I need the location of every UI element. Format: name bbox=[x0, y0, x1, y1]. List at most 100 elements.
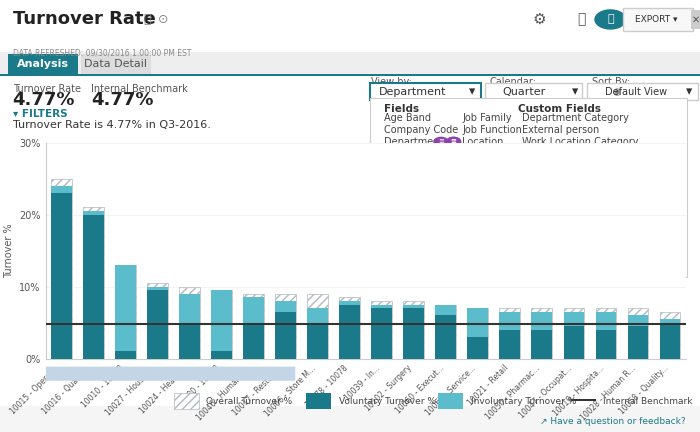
Bar bbox=[211, 351, 232, 359]
Text: Sort By:: Sort By: bbox=[592, 77, 629, 87]
Circle shape bbox=[395, 174, 409, 182]
Text: Fields: Fields bbox=[384, 104, 419, 114]
Bar bbox=[372, 301, 392, 359]
Bar bbox=[531, 330, 552, 359]
Text: Turnover Rate is 4.77% in Q3-2016.: Turnover Rate is 4.77% in Q3-2016. bbox=[13, 120, 211, 130]
FancyBboxPatch shape bbox=[691, 10, 700, 29]
Bar bbox=[596, 308, 616, 359]
Bar bbox=[275, 301, 296, 312]
Text: Off: Off bbox=[672, 123, 683, 131]
Text: 4.77%: 4.77% bbox=[13, 91, 75, 109]
Text: Quarter: Quarter bbox=[502, 86, 545, 97]
Text: Calendar:: Calendar: bbox=[490, 77, 537, 87]
FancyBboxPatch shape bbox=[0, 0, 700, 58]
FancyBboxPatch shape bbox=[306, 393, 331, 409]
Text: Department: Department bbox=[379, 86, 447, 97]
Y-axis label: Turnover %: Turnover % bbox=[4, 223, 13, 278]
Bar bbox=[83, 211, 104, 215]
Text: Job Function: Job Function bbox=[462, 124, 522, 135]
Text: Fields with ADP Benchmark enabled: Fields with ADP Benchmark enabled bbox=[391, 269, 567, 280]
Bar bbox=[371, 268, 686, 269]
Text: Internal Benchmark: Internal Benchmark bbox=[91, 83, 188, 94]
Text: ✕: ✕ bbox=[692, 14, 699, 25]
Text: ≡: ≡ bbox=[451, 139, 456, 145]
Text: Department: Department bbox=[384, 137, 443, 147]
Text: 4.77%: 4.77% bbox=[91, 91, 153, 109]
Text: Data Detail: Data Detail bbox=[84, 59, 147, 69]
FancyBboxPatch shape bbox=[615, 121, 687, 133]
Bar bbox=[83, 207, 104, 359]
Bar bbox=[564, 308, 584, 359]
Bar bbox=[83, 215, 104, 359]
Bar bbox=[275, 294, 296, 359]
Bar bbox=[403, 308, 424, 359]
Text: Custom Fields: Custom Fields bbox=[518, 104, 601, 114]
Bar bbox=[564, 326, 584, 359]
FancyBboxPatch shape bbox=[8, 54, 78, 74]
Text: DATA REFRESHED: 09/30/2016 1:00:00 PM EST: DATA REFRESHED: 09/30/2016 1:00:00 PM ES… bbox=[13, 48, 191, 57]
Bar bbox=[0, 52, 700, 76]
Text: Performance ...: Performance ... bbox=[462, 149, 536, 159]
Text: Involuntary Turnover %: Involuntary Turnover % bbox=[471, 397, 576, 406]
Bar bbox=[340, 297, 360, 359]
Bar bbox=[244, 323, 264, 359]
Bar bbox=[340, 305, 360, 359]
Bar bbox=[51, 186, 72, 193]
Bar bbox=[147, 286, 168, 290]
Text: Voluntary Turnover %: Voluntary Turnover % bbox=[339, 397, 435, 406]
Text: Time: Time bbox=[462, 173, 486, 183]
Bar bbox=[372, 305, 392, 308]
FancyBboxPatch shape bbox=[623, 8, 693, 31]
Text: ▾ FILTERS: ▾ FILTERS bbox=[13, 109, 67, 120]
Text: Work Location Category: Work Location Category bbox=[522, 137, 638, 147]
Bar bbox=[0, 74, 700, 76]
FancyBboxPatch shape bbox=[438, 393, 463, 409]
Bar bbox=[179, 286, 200, 359]
Text: ≡: ≡ bbox=[451, 139, 456, 145]
Bar bbox=[116, 265, 136, 359]
Text: ⊙: ⊙ bbox=[158, 13, 168, 26]
Text: Job: Job bbox=[384, 173, 398, 183]
Bar bbox=[659, 323, 680, 359]
FancyBboxPatch shape bbox=[485, 83, 582, 100]
Bar bbox=[51, 178, 72, 359]
Bar bbox=[435, 305, 456, 359]
Text: Turnover Rate: Turnover Rate bbox=[13, 10, 155, 29]
Text: ▾: ▾ bbox=[470, 85, 475, 98]
Text: Analysis: Analysis bbox=[18, 59, 69, 69]
Bar bbox=[0, 76, 700, 406]
Text: ≡: ≡ bbox=[451, 175, 456, 181]
Text: ▾: ▾ bbox=[573, 85, 578, 98]
Text: ↗ Have a question or feedback?: ↗ Have a question or feedback? bbox=[540, 417, 686, 426]
Text: ▾: ▾ bbox=[686, 85, 692, 98]
Text: Location: Location bbox=[462, 137, 503, 147]
Text: Internal Benchmark: Internal Benchmark bbox=[603, 397, 693, 406]
Text: ≡: ≡ bbox=[400, 175, 405, 181]
Bar bbox=[372, 308, 392, 359]
Text: Overall Turnover %: Overall Turnover % bbox=[206, 397, 293, 406]
Bar bbox=[147, 290, 168, 359]
Text: ≡: ≡ bbox=[438, 139, 444, 145]
Bar bbox=[596, 312, 616, 330]
Bar bbox=[628, 308, 648, 359]
Bar bbox=[570, 399, 596, 401]
Bar bbox=[340, 301, 360, 305]
Bar bbox=[468, 308, 488, 359]
FancyBboxPatch shape bbox=[39, 367, 295, 381]
Circle shape bbox=[373, 270, 387, 279]
Text: Age Band: Age Band bbox=[384, 112, 430, 123]
Bar bbox=[435, 315, 456, 359]
FancyBboxPatch shape bbox=[174, 393, 199, 409]
Bar bbox=[51, 193, 72, 359]
Text: EXPORT ▾: EXPORT ▾ bbox=[636, 15, 678, 24]
Bar bbox=[564, 312, 584, 326]
Text: ⚙: ⚙ bbox=[532, 12, 546, 27]
Bar bbox=[628, 315, 648, 326]
Circle shape bbox=[447, 174, 461, 182]
Text: Department Category: Department Category bbox=[522, 112, 629, 123]
Text: External person: External person bbox=[522, 124, 598, 135]
Bar bbox=[244, 297, 264, 323]
FancyBboxPatch shape bbox=[587, 83, 698, 100]
Bar bbox=[275, 312, 296, 359]
Text: ≡: ≡ bbox=[377, 271, 383, 277]
